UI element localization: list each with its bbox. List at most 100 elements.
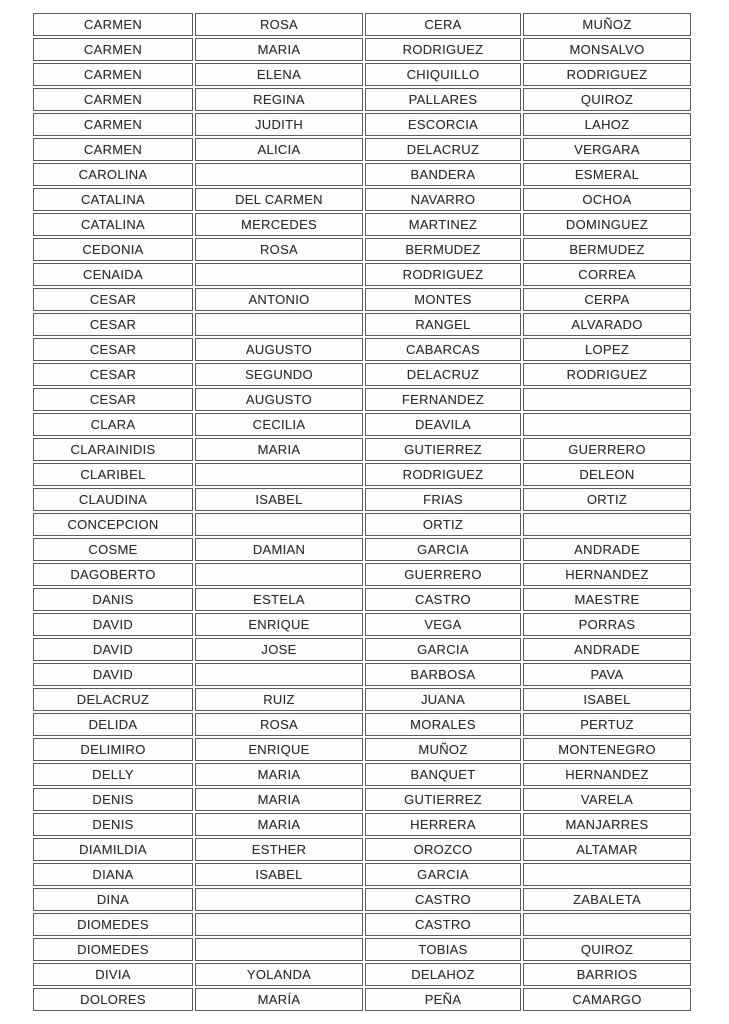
table-cell [523,863,691,886]
table-cell: CERA [365,13,521,36]
table-cell: MONTES [365,288,521,311]
table-cell: DELIMIRO [33,738,193,761]
table-cell: ELENA [195,63,363,86]
table-cell: CARMEN [33,88,193,111]
table-cell: JOSE [195,638,363,661]
table-cell: FRIAS [365,488,521,511]
table-cell: ANTONIO [195,288,363,311]
table-cell: DELACRUZ [365,363,521,386]
table-cell [523,913,691,936]
table-cell: CARMEN [33,13,193,36]
table-cell: GARCIA [365,863,521,886]
table-row: COSME DAMIAN GARCIA ANDRADE [33,538,691,561]
table-row: CATALINA DEL CARMEN NAVARRO OCHOA [33,188,691,211]
table-cell: CARMEN [33,138,193,161]
table-row: DOLORES MARÍA PEÑA CAMARGO [33,988,691,1011]
table-cell: CLAUDINA [33,488,193,511]
names-table: CARMEN ROSA CERA MUÑOZ CARMEN MARIA RODRIGUEZ M… [31,11,693,1013]
table-cell: CHIQUILLO [365,63,521,86]
table-row: CLARIBEL RODRIGUEZ DELEON [33,463,691,486]
table-cell: ESMERAL [523,163,691,186]
table-cell: CATALINA [33,213,193,236]
table-cell: ISABEL [523,688,691,711]
table-cell: DAVID [33,638,193,661]
table-cell [195,463,363,486]
table-row: DINA CASTRO ZABALETA [33,888,691,911]
table-row: CARMEN MARIA RODRIGUEZ MONSALVO [33,38,691,61]
table-cell: MARIA [195,763,363,786]
table-cell: DELACRUZ [33,688,193,711]
table-cell: VARELA [523,788,691,811]
table-cell: ROSA [195,13,363,36]
table-cell: ZABALETA [523,888,691,911]
table-cell: JUDITH [195,113,363,136]
table-cell: ENRIQUE [195,613,363,636]
table-cell: ALTAMAR [523,838,691,861]
table-cell: MANJARRES [523,813,691,836]
table-row: CESAR ANTONIO MONTES CERPA [33,288,691,311]
table-cell: HERNANDEZ [523,763,691,786]
table-cell: MORALES [365,713,521,736]
table-cell: GUERRERO [523,438,691,461]
table-cell: MONTENEGRO [523,738,691,761]
table-row: CLAUDINA ISABEL FRIAS ORTIZ [33,488,691,511]
table-cell: DEL CARMEN [195,188,363,211]
table-cell: PALLARES [365,88,521,111]
table-cell: DEAVILA [365,413,521,436]
table-cell: MARIA [195,788,363,811]
table-cell: MARIA [195,813,363,836]
table-cell: CASTRO [365,588,521,611]
table-cell: BERMUDEZ [523,238,691,261]
table-cell: DIOMEDES [33,938,193,961]
table-cell: RODRIGUEZ [365,38,521,61]
table-cell: DIVIA [33,963,193,986]
table-cell: MARIA [195,438,363,461]
table-cell: MERCEDES [195,213,363,236]
table-cell: DELIDA [33,713,193,736]
table-cell: BARBOSA [365,663,521,686]
table-row: DAVID JOSE GARCIA ANDRADE [33,638,691,661]
table-cell: RODRIGUEZ [523,363,691,386]
table-cell: VEGA [365,613,521,636]
table-cell: GUERRERO [365,563,521,586]
table-cell: CASTRO [365,913,521,936]
table-cell: ANDRADE [523,638,691,661]
table-cell: CAMARGO [523,988,691,1011]
table-cell: MONSALVO [523,38,691,61]
table-cell: BARRIOS [523,963,691,986]
table-cell: MUÑOZ [523,13,691,36]
table-cell: CARMEN [33,38,193,61]
table-cell: DOMINGUEZ [523,213,691,236]
table-cell: MAESTRE [523,588,691,611]
table-cell: OROZCO [365,838,521,861]
table-row: DENIS MARIA GUTIERREZ VARELA [33,788,691,811]
table-row: DELIMIRO ENRIQUE MUÑOZ MONTENEGRO [33,738,691,761]
table-row: CESAR RANGEL ALVARADO [33,313,691,336]
table-row: DANIS ESTELA CASTRO MAESTRE [33,588,691,611]
table-cell: DENIS [33,788,193,811]
table-cell: MARIA [195,38,363,61]
table-row: DELACRUZ RUIZ JUANA ISABEL [33,688,691,711]
table-cell [195,663,363,686]
table-row: CLARAINIDIS MARIA GUTIERREZ GUERRERO [33,438,691,461]
table-cell: BANQUET [365,763,521,786]
table-cell: PAVA [523,663,691,686]
table-cell: HERRERA [365,813,521,836]
table-cell: PORRAS [523,613,691,636]
table-cell [195,888,363,911]
table-row: CONCEPCION ORTIZ [33,513,691,536]
table-cell: DELAHOZ [365,963,521,986]
table-cell: ISABEL [195,863,363,886]
table-cell: GARCIA [365,538,521,561]
table-cell: LAHOZ [523,113,691,136]
table-row: DIANA ISABEL GARCIA [33,863,691,886]
table-cell: AUGUSTO [195,388,363,411]
table-cell: ESTHER [195,838,363,861]
table-cell: CLARA [33,413,193,436]
table-cell: DAVID [33,613,193,636]
table-cell: SEGUNDO [195,363,363,386]
table-cell: ESCORCIA [365,113,521,136]
table-row: CAROLINA BANDERA ESMERAL [33,163,691,186]
table-cell: RODRIGUEZ [365,463,521,486]
